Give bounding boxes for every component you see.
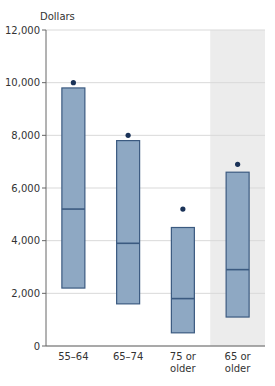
- y-tick-label: 12,000: [5, 25, 40, 36]
- grid-line: [46, 346, 265, 347]
- x-tick-label-line: 65–74: [113, 351, 143, 362]
- y-tick-label: 0: [34, 341, 40, 352]
- median-line: [117, 243, 140, 245]
- dot: [126, 133, 131, 138]
- y-tick: [42, 188, 46, 189]
- box: [62, 88, 85, 288]
- x-tick-label-line: 65 or: [225, 351, 252, 362]
- x-tick-label: 55–64: [58, 351, 88, 362]
- y-tick-label: 8,000: [11, 130, 40, 141]
- x-tick-label-line: 75 or: [170, 351, 197, 362]
- y-tick-label: 10,000: [5, 77, 40, 88]
- chart: 0 2,000 4,000 6,000 8,000 10,000 12,000Dollars…: [0, 0, 275, 386]
- y-tick: [42, 135, 46, 136]
- y-tick: [42, 346, 46, 347]
- marks: [62, 80, 249, 333]
- x-tick-label: 65 orolder: [225, 351, 252, 374]
- box: [117, 141, 140, 304]
- grid-line: [46, 30, 265, 31]
- y-tick-label: 4,000: [11, 235, 40, 246]
- grid-line: [46, 82, 265, 83]
- dot: [71, 80, 76, 85]
- x-tick-label-line: older: [225, 363, 251, 374]
- box: [171, 228, 194, 333]
- x-axis-line: [46, 346, 265, 347]
- median-line: [171, 298, 194, 300]
- y-tick-label: 6,000: [11, 183, 40, 194]
- y-axis-line: [46, 30, 47, 346]
- x-tick-label: 65–74: [113, 351, 143, 362]
- box: [226, 172, 249, 317]
- dot: [235, 162, 240, 167]
- dot: [180, 206, 185, 211]
- x-tick-label-line: older: [170, 363, 196, 374]
- x-tick-label-line: 55–64: [58, 351, 88, 362]
- x-tick-label: 75 orolder: [170, 351, 197, 374]
- y-tick: [42, 293, 46, 294]
- median-line: [62, 208, 85, 210]
- y-tick: [42, 240, 46, 241]
- y-axis-label: Dollars: [40, 11, 75, 22]
- y-tick-label: 2,000: [11, 288, 40, 299]
- y-tick: [42, 30, 46, 31]
- median-line: [226, 269, 249, 271]
- y-tick: [42, 82, 46, 83]
